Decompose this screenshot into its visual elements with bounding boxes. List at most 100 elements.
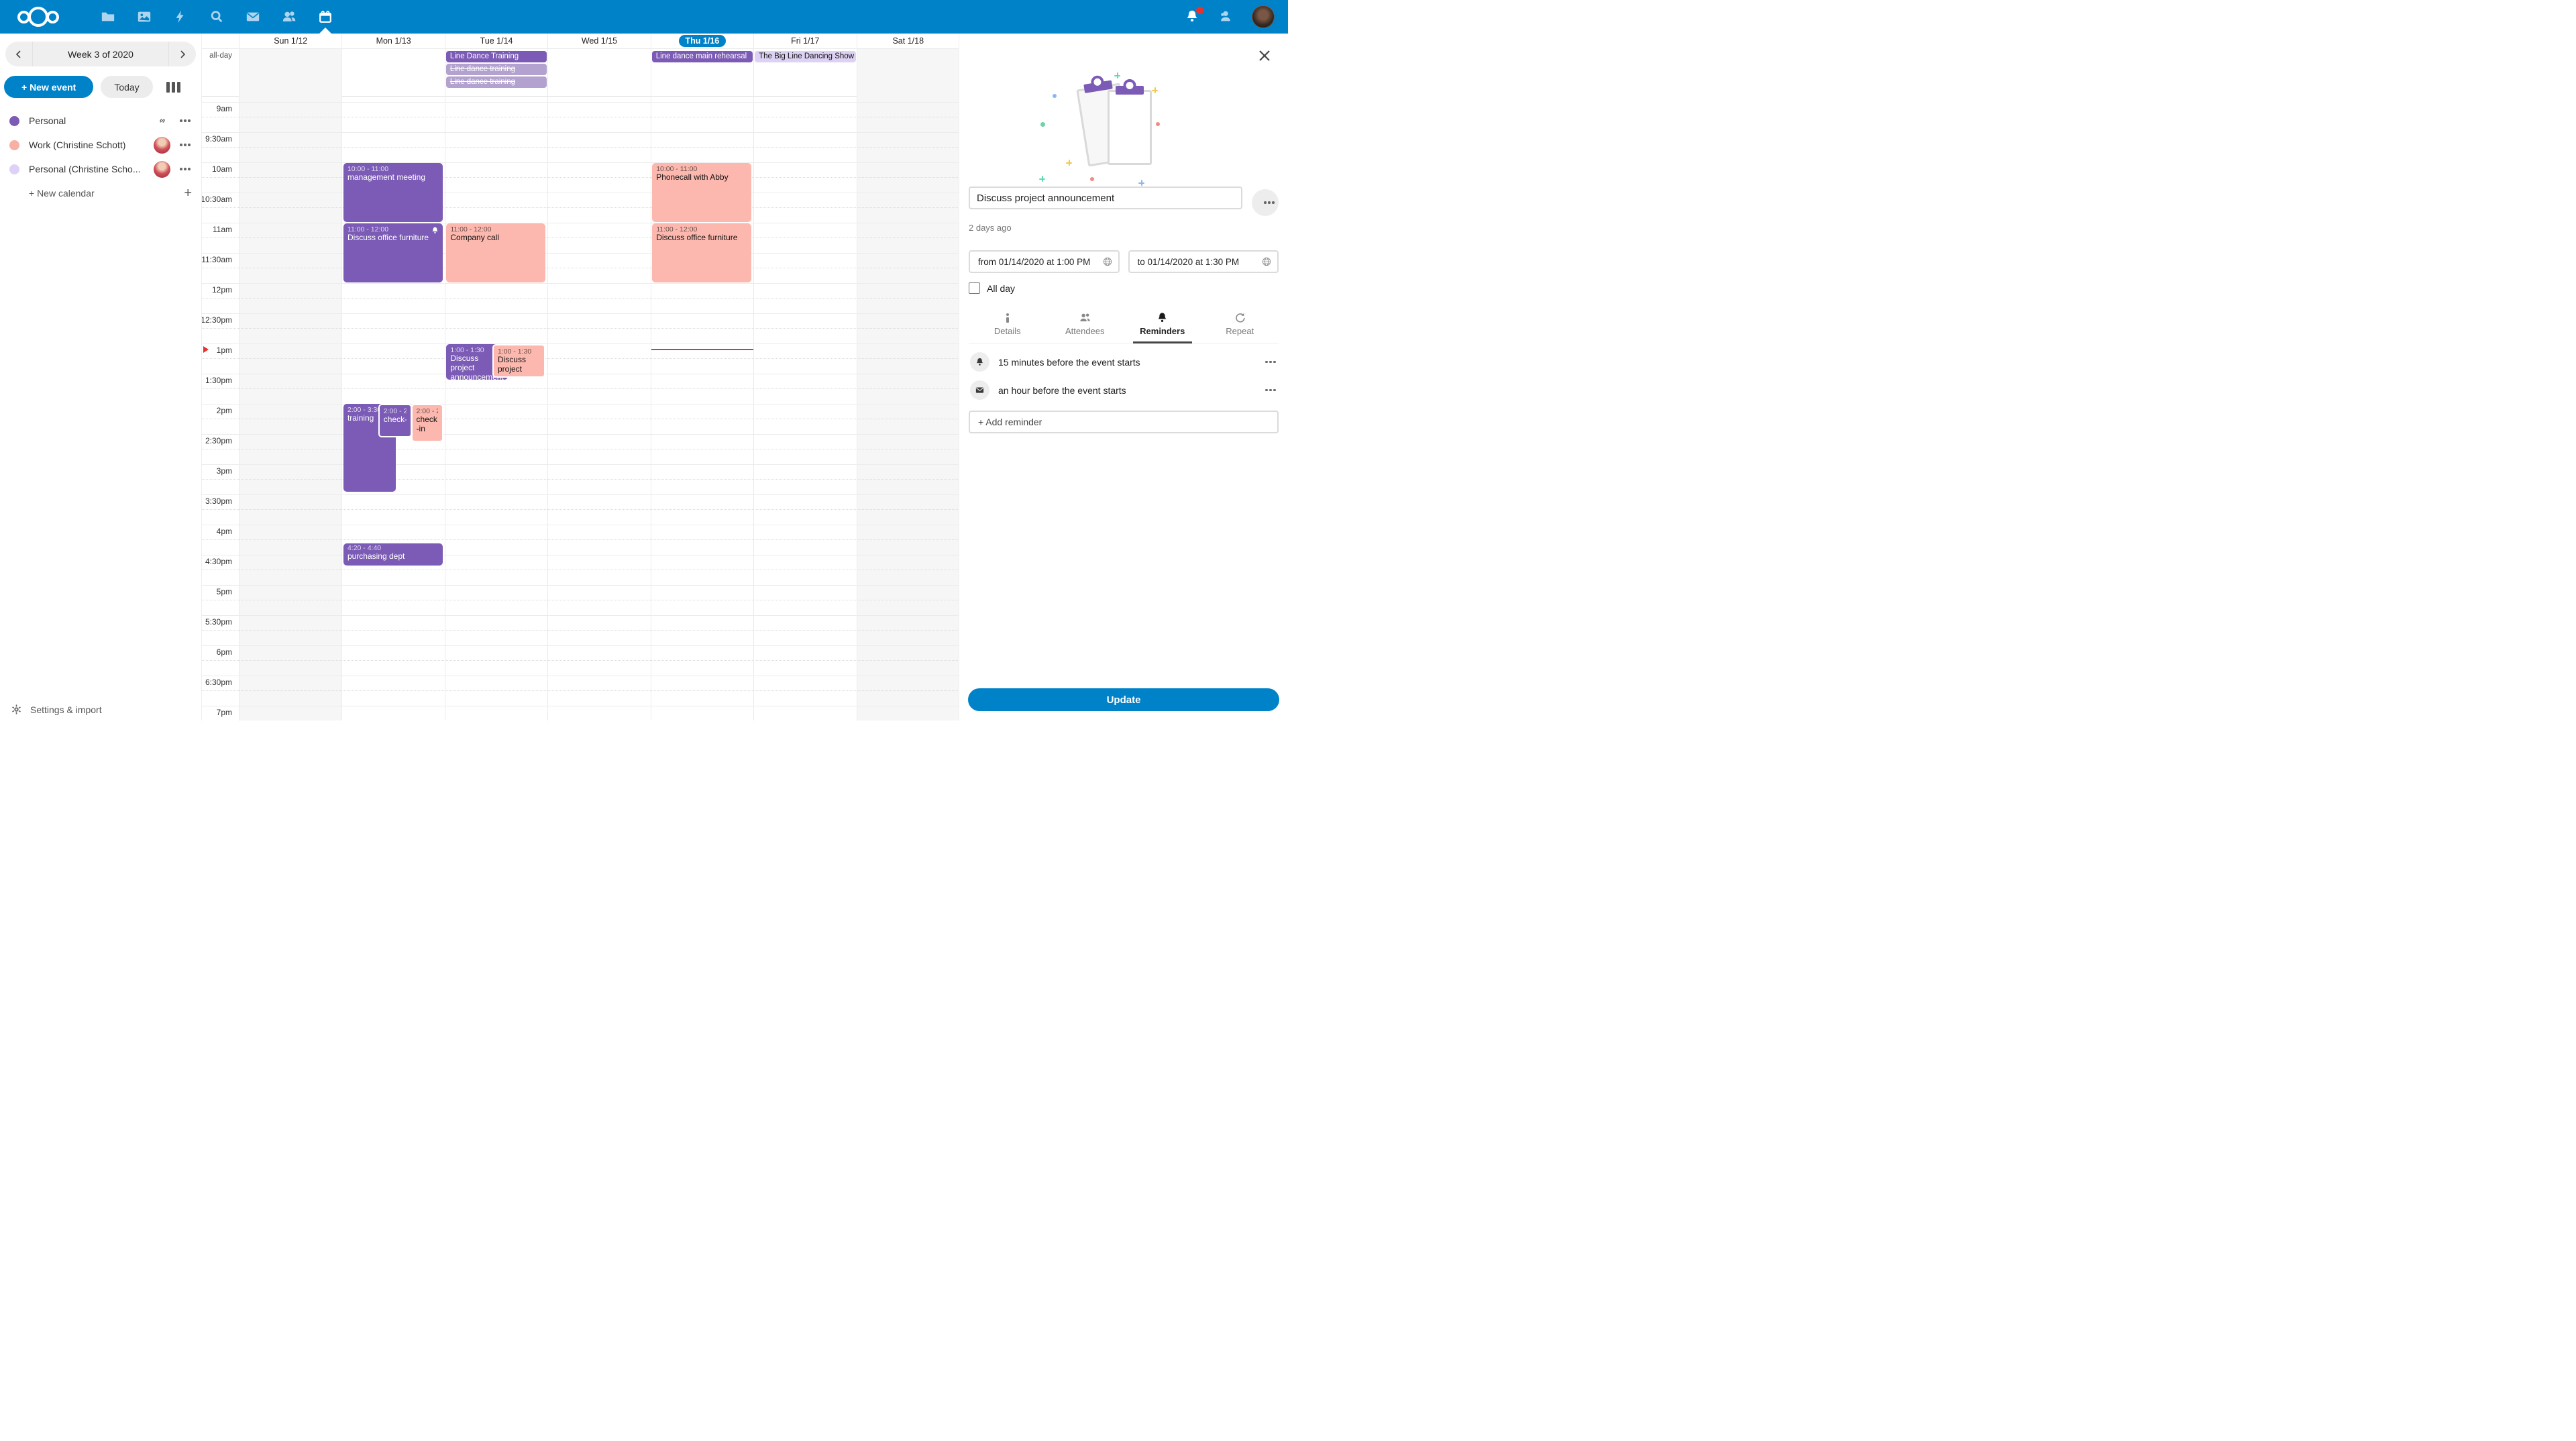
shared-by-avatar — [154, 160, 170, 178]
reminder-item: an hour before the event starts — [969, 372, 1279, 400]
calendar-event[interactable]: 10:00 - 11:00 management meeting — [343, 163, 443, 222]
timezone-globe-icon[interactable] — [1102, 256, 1113, 267]
all-day-cell[interactable]: Line Dance Training Line dance training Li… — [444, 49, 547, 96]
shared-by-avatar — [154, 136, 170, 154]
mail-app-icon[interactable] — [244, 0, 262, 34]
all-day-event[interactable]: Line dance main rehearsal — [651, 51, 753, 62]
calendar-event[interactable]: 11:00 - 12:00 Discuss office furniture — [652, 223, 752, 282]
time-label: 12:30pm — [202, 315, 232, 325]
more-icon[interactable] — [180, 144, 192, 146]
calendar-list-item-personal-christine[interactable]: Personal (Christine Scho... — [0, 157, 201, 181]
day-label[interactable]: Mon 1/13 — [376, 36, 411, 46]
add-reminder-button[interactable]: + Add reminder — [969, 411, 1279, 433]
end-datetime-input[interactable] — [1136, 256, 1261, 268]
day-header-cell: Thu 1/16 — [650, 34, 753, 48]
tab-attendees[interactable]: Attendees — [1046, 306, 1124, 343]
calendar-event[interactable]: 2:00 - 2:30check-in — [378, 404, 413, 437]
all-day-cell[interactable] — [856, 49, 959, 96]
notifications-bell-icon[interactable] — [1185, 7, 1203, 25]
day-label[interactable]: Wed 1/15 — [581, 36, 618, 46]
time-gutter: 9am 9:30am 10am 10:30am 11am 11:30am 12pm 12:30… — [202, 96, 239, 720]
all-day-cell[interactable] — [547, 49, 650, 96]
calendar-name: Work (Christine Schott) — [29, 140, 126, 150]
calendar-color-dot — [9, 140, 19, 150]
share-link-icon[interactable] — [154, 113, 170, 129]
day-label[interactable]: Fri 1/17 — [791, 36, 820, 46]
day-column[interactable] — [753, 96, 856, 720]
more-icon[interactable] — [180, 168, 192, 170]
time-grid: 10:00 - 11:00 management meeting 11:00 - 1… — [202, 96, 959, 720]
nextcloud-logo[interactable] — [17, 7, 59, 27]
all-day-event[interactable]: Line Dance Training — [445, 51, 547, 62]
calendar-event[interactable]: 11:00 - 12:00 Discuss office furniture — [343, 223, 443, 282]
activity-app-icon[interactable] — [172, 0, 189, 34]
timezone-globe-icon[interactable] — [1261, 256, 1272, 267]
event-title-input[interactable] — [969, 186, 1242, 209]
time-label: 9am — [216, 104, 232, 113]
all-day-cell[interactable] — [239, 49, 342, 96]
start-datetime-input[interactable] — [977, 256, 1102, 268]
files-app-icon[interactable] — [99, 0, 117, 34]
time-label: 4:30pm — [205, 557, 232, 566]
all-day-toggle[interactable]: All day — [969, 282, 1279, 294]
time-label: 11am — [212, 225, 232, 234]
settings-import-button[interactable]: Settings & import — [11, 704, 102, 715]
event-time: 10:00 - 11:00 — [656, 165, 698, 173]
view-toggle-icon[interactable] — [166, 81, 180, 93]
end-datetime-field[interactable] — [1128, 250, 1279, 273]
all-day-cell[interactable]: Line dance main rehearsal — [650, 49, 753, 96]
calendar-event[interactable]: 10:00 - 11:00 Phonecall with Abby — [652, 163, 752, 222]
calendar-event[interactable]: 1:00 - 1:30 Discuss project — [492, 344, 546, 378]
calendar-list-item-personal[interactable]: Personal — [0, 109, 201, 133]
contacts-menu-icon[interactable] — [1218, 9, 1234, 25]
update-button[interactable]: Update — [968, 688, 1279, 711]
calendar-list-item-work-christine[interactable]: Work (Christine Schott) — [0, 133, 201, 157]
previous-week-button[interactable] — [5, 42, 32, 66]
calendar-event[interactable]: 11:00 - 12:00 Company call — [446, 223, 546, 282]
more-icon[interactable] — [180, 119, 192, 122]
more-icon[interactable] — [1265, 388, 1277, 392]
calendar-app-icon[interactable] — [317, 0, 334, 34]
contacts-icon — [282, 11, 296, 21]
all-day-event[interactable]: The Big Line Dancing Show — [755, 51, 856, 62]
day-column[interactable]: 10:00 - 11:00 management meeting 11:00 - 1… — [341, 96, 444, 720]
new-calendar-button[interactable]: + New calendar + — [0, 181, 201, 205]
today-button[interactable]: Today — [101, 76, 153, 98]
user-avatar[interactable] — [1252, 5, 1275, 28]
day-column[interactable] — [239, 96, 342, 720]
tab-details[interactable]: Details — [969, 306, 1046, 343]
day-label[interactable]: Tue 1/14 — [480, 36, 513, 46]
event-title: check-in — [383, 415, 407, 424]
all-day-event[interactable]: Line dance training — [445, 76, 547, 88]
day-column[interactable]: 10:00 - 11:00 Phonecall with Abby 11:00 - … — [650, 96, 754, 720]
day-label[interactable]: Sat 1/18 — [892, 36, 924, 46]
photos-app-icon[interactable] — [136, 0, 153, 34]
day-column[interactable] — [547, 96, 650, 720]
calendar-event[interactable]: 2:00 - 2:30check-in — [411, 404, 444, 442]
calendar-name: Personal — [29, 115, 66, 126]
info-icon — [969, 310, 1046, 325]
next-week-button[interactable] — [169, 42, 196, 66]
contacts-app-icon[interactable] — [280, 0, 298, 34]
week-label[interactable]: Week 3 of 2020 — [32, 42, 169, 66]
search-app-icon[interactable] — [208, 0, 225, 34]
new-calendar-label: + New calendar — [29, 188, 95, 199]
calendar-event[interactable]: 4:20 - 4:40 purchasing dept — [343, 543, 443, 566]
all-day-cell[interactable]: The Big Line Dancing Show — [753, 49, 856, 96]
editor-tabs: Details Attendees Reminders Repeat — [969, 306, 1279, 343]
event-title: Discuss office furniture — [656, 233, 738, 242]
event-actions-button[interactable] — [1252, 189, 1279, 216]
all-day-event[interactable]: Line dance training — [445, 64, 547, 75]
all-day-cell[interactable] — [341, 49, 444, 96]
tab-repeat[interactable]: Repeat — [1201, 306, 1279, 343]
start-datetime-field[interactable] — [969, 250, 1120, 273]
close-icon[interactable] — [1257, 48, 1272, 63]
tab-reminders[interactable]: Reminders — [1124, 306, 1201, 343]
day-column[interactable] — [856, 96, 959, 720]
all-day-checkbox[interactable] — [969, 282, 980, 294]
day-label[interactable]: Thu 1/16 — [678, 35, 727, 47]
more-icon[interactable] — [1265, 360, 1277, 364]
day-column[interactable]: 11:00 - 12:00 Company call 1:00 - 1:30 Disc… — [444, 96, 547, 720]
new-event-button[interactable]: + New event — [4, 76, 94, 98]
day-label[interactable]: Sun 1/12 — [274, 36, 308, 46]
